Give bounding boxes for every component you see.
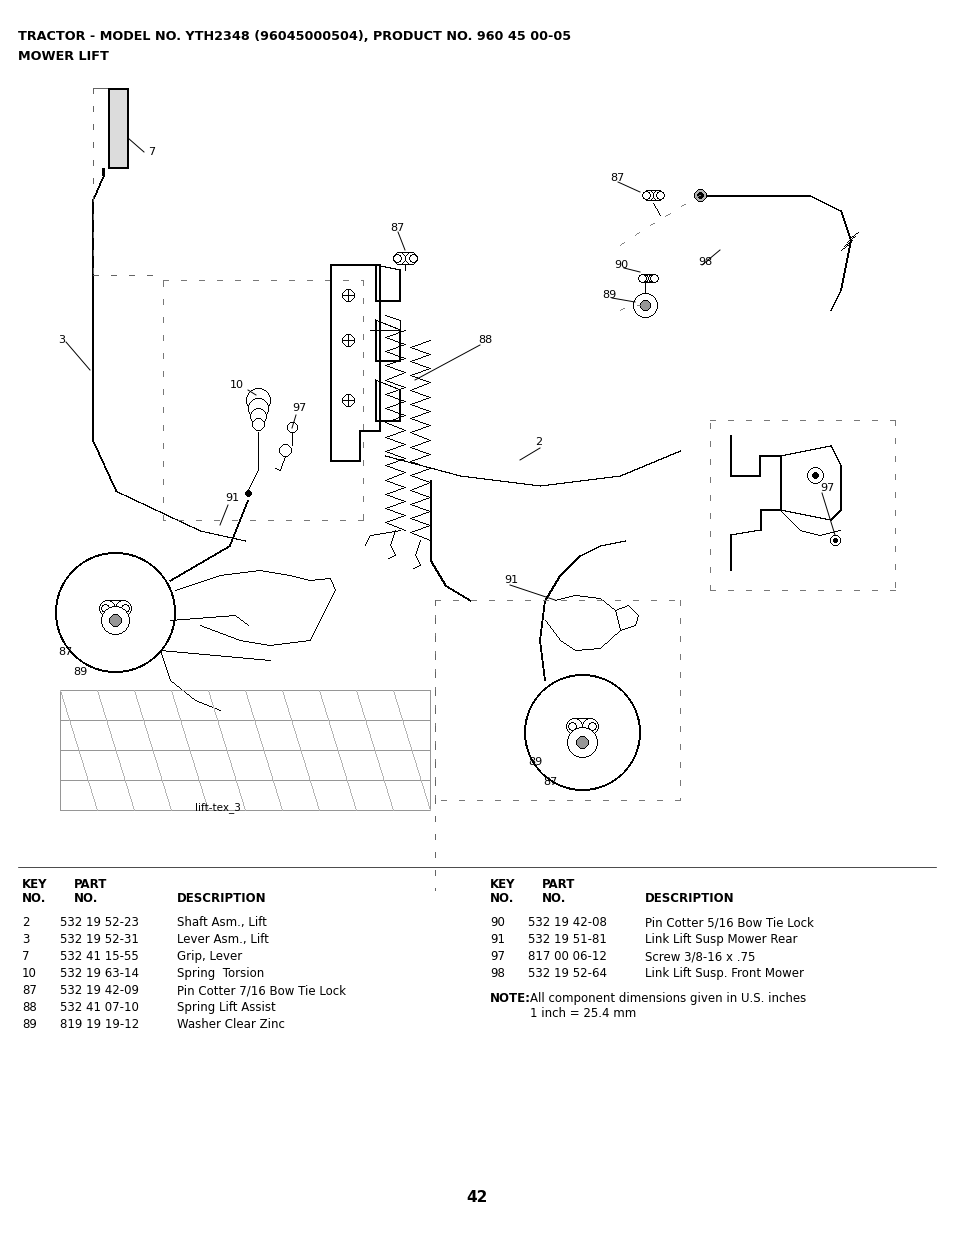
Text: DESCRIPTION: DESCRIPTION <box>177 892 266 905</box>
Text: 2: 2 <box>535 437 541 447</box>
Text: 3: 3 <box>58 335 65 345</box>
Text: Link Lift Susp Mower Rear: Link Lift Susp Mower Rear <box>644 932 797 946</box>
Text: 10: 10 <box>230 380 244 390</box>
Text: NO.: NO. <box>74 892 98 905</box>
Text: 90: 90 <box>490 916 504 929</box>
Text: Pin Cotter 5/16 Bow Tie Lock: Pin Cotter 5/16 Bow Tie Lock <box>644 916 813 929</box>
Text: Washer Clear Zinc: Washer Clear Zinc <box>177 1018 285 1031</box>
Text: 89: 89 <box>527 757 541 767</box>
Text: 532 19 63-14: 532 19 63-14 <box>60 967 139 981</box>
Text: 89: 89 <box>73 667 87 677</box>
Text: 10: 10 <box>22 967 37 981</box>
Text: PART: PART <box>74 878 108 890</box>
Text: 91: 91 <box>503 576 517 585</box>
Text: 532 19 52-23: 532 19 52-23 <box>60 916 139 929</box>
Text: Screw 3/8-16 x .75: Screw 3/8-16 x .75 <box>644 950 755 963</box>
Text: NOTE:: NOTE: <box>490 992 531 1005</box>
Text: 2: 2 <box>22 916 30 929</box>
Text: 97: 97 <box>292 403 306 412</box>
Text: 87: 87 <box>58 647 72 657</box>
Text: Shaft Asm., Lift: Shaft Asm., Lift <box>177 916 267 929</box>
Text: 532 41 15-55: 532 41 15-55 <box>60 950 138 963</box>
Text: 532 19 51-81: 532 19 51-81 <box>527 932 606 946</box>
Text: 819 19 19-12: 819 19 19-12 <box>60 1018 139 1031</box>
Text: All component dimensions given in U.S. inches: All component dimensions given in U.S. i… <box>530 992 805 1005</box>
Text: 91: 91 <box>490 932 504 946</box>
Text: Spring  Torsion: Spring Torsion <box>177 967 264 981</box>
Text: 42: 42 <box>466 1191 487 1205</box>
Text: 7: 7 <box>148 147 155 157</box>
Text: KEY: KEY <box>490 878 515 890</box>
Text: Grip, Lever: Grip, Lever <box>177 950 242 963</box>
Text: 532 19 52-31: 532 19 52-31 <box>60 932 139 946</box>
Text: DESCRIPTION: DESCRIPTION <box>644 892 734 905</box>
Text: 87: 87 <box>22 984 37 997</box>
Text: Spring Lift Assist: Spring Lift Assist <box>177 1002 275 1014</box>
Text: 1 inch = 25.4 mm: 1 inch = 25.4 mm <box>530 1007 636 1020</box>
Text: 532 19 52-64: 532 19 52-64 <box>527 967 606 981</box>
Text: 90: 90 <box>614 261 627 270</box>
Text: 98: 98 <box>698 257 712 267</box>
Text: Lever Asm., Lift: Lever Asm., Lift <box>177 932 269 946</box>
Text: 97: 97 <box>490 950 504 963</box>
Text: 532 41 07-10: 532 41 07-10 <box>60 1002 139 1014</box>
Text: 7: 7 <box>22 950 30 963</box>
Text: 89: 89 <box>22 1018 37 1031</box>
Text: 87: 87 <box>542 777 557 787</box>
Text: 532 19 42-08: 532 19 42-08 <box>527 916 606 929</box>
Text: 87: 87 <box>390 224 404 233</box>
Text: 532 19 42-09: 532 19 42-09 <box>60 984 139 997</box>
Text: 88: 88 <box>477 335 492 345</box>
Text: 87: 87 <box>609 173 623 183</box>
Text: PART: PART <box>541 878 575 890</box>
Text: 89: 89 <box>601 290 616 300</box>
Text: NO.: NO. <box>22 892 47 905</box>
Text: TRACTOR - MODEL NO. YTH2348 (96045000504), PRODUCT NO. 960 45 00-05: TRACTOR - MODEL NO. YTH2348 (96045000504… <box>18 30 571 43</box>
Text: KEY: KEY <box>22 878 48 890</box>
Text: 88: 88 <box>22 1002 37 1014</box>
Text: NO.: NO. <box>490 892 514 905</box>
Text: Pin Cotter 7/16 Bow Tie Lock: Pin Cotter 7/16 Bow Tie Lock <box>177 984 346 997</box>
Text: 817 00 06-12: 817 00 06-12 <box>527 950 606 963</box>
Text: NO.: NO. <box>541 892 566 905</box>
Text: 98: 98 <box>490 967 504 981</box>
Text: 97: 97 <box>820 483 833 493</box>
Text: 91: 91 <box>225 493 239 503</box>
Text: lift-tex_3: lift-tex_3 <box>194 802 240 813</box>
Text: MOWER LIFT: MOWER LIFT <box>18 49 109 63</box>
Text: 3: 3 <box>22 932 30 946</box>
Text: Link Lift Susp. Front Mower: Link Lift Susp. Front Mower <box>644 967 803 981</box>
